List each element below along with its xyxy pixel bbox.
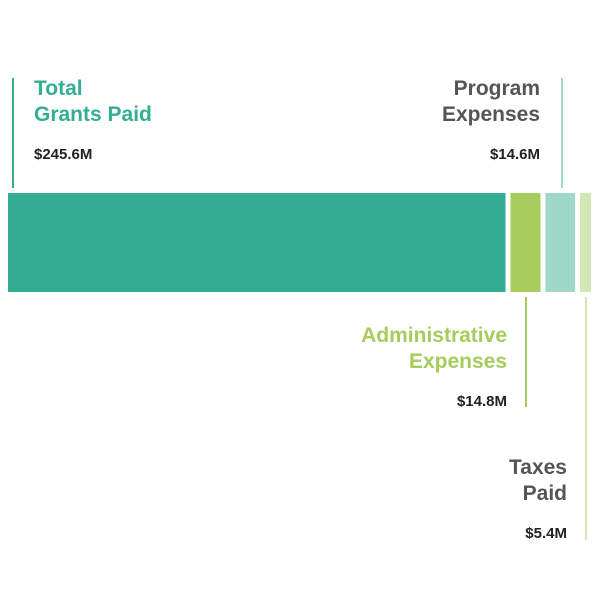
- category-label-total-grants-paid: Total Grants Paid: [34, 77, 152, 126]
- bar-segment-taxes-paid: [580, 193, 591, 292]
- bar-segment-total-grants-paid: [8, 193, 506, 292]
- category-label-program-expenses: Program Expenses: [442, 77, 540, 126]
- value-label-total-grants-paid: $245.6M: [34, 146, 92, 163]
- bar-segment-program-expenses: [545, 193, 576, 292]
- category-label-taxes-paid: Taxes Paid: [509, 456, 567, 505]
- bar-segment-administrative-expenses: [510, 193, 541, 292]
- value-label-administrative-expenses: $14.8M: [457, 393, 507, 410]
- value-label-program-expenses: $14.6M: [490, 146, 540, 163]
- value-label-taxes-paid: $5.4M: [525, 525, 567, 542]
- category-label-administrative-expenses: Administrative Expenses: [361, 324, 507, 373]
